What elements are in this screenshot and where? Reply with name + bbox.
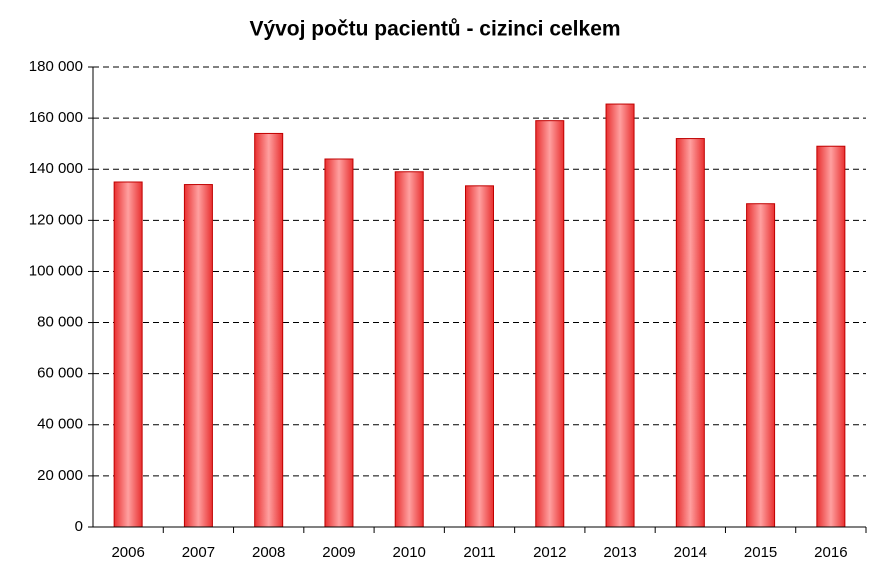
- y-tick-label: 20 000: [37, 467, 83, 484]
- x-tick-label: 2011: [463, 544, 495, 561]
- x-tick-label: 2010: [393, 544, 426, 561]
- y-tick-label: 180 000: [29, 58, 83, 75]
- bar: [183, 184, 213, 528]
- y-tick-label: 100 000: [29, 262, 83, 279]
- x-tick-label: 2008: [252, 544, 285, 561]
- bar: [113, 181, 143, 528]
- x-tick-label: 2007: [182, 544, 215, 561]
- y-tick-label: 160 000: [29, 109, 83, 126]
- bar: [746, 203, 776, 528]
- y-tick-label: 40 000: [37, 416, 83, 433]
- bar: [394, 171, 424, 528]
- x-tick-label: 2012: [533, 544, 566, 561]
- bar: [535, 120, 565, 528]
- bar: [324, 158, 354, 528]
- bar: [675, 138, 705, 528]
- x-tick-label: 2016: [814, 544, 847, 561]
- bar: [605, 103, 635, 528]
- y-tick-label: 0: [75, 518, 83, 535]
- y-tick-label: 80 000: [37, 314, 83, 331]
- bar: [816, 145, 846, 528]
- y-tick-label: 120 000: [29, 211, 83, 228]
- x-tick-label: 2009: [322, 544, 355, 561]
- y-tick-label: 60 000: [37, 365, 83, 382]
- x-tick-label: 2006: [111, 544, 144, 561]
- chart-title: Vývoj počtu pacientů - cizinci celkem: [249, 18, 620, 41]
- x-tick-label: 2013: [603, 544, 636, 561]
- bar: [465, 185, 494, 528]
- x-tick-label: 2015: [744, 544, 777, 561]
- y-tick-label: 140 000: [29, 160, 83, 177]
- bar: [254, 132, 284, 528]
- x-tick-label: 2014: [674, 544, 707, 561]
